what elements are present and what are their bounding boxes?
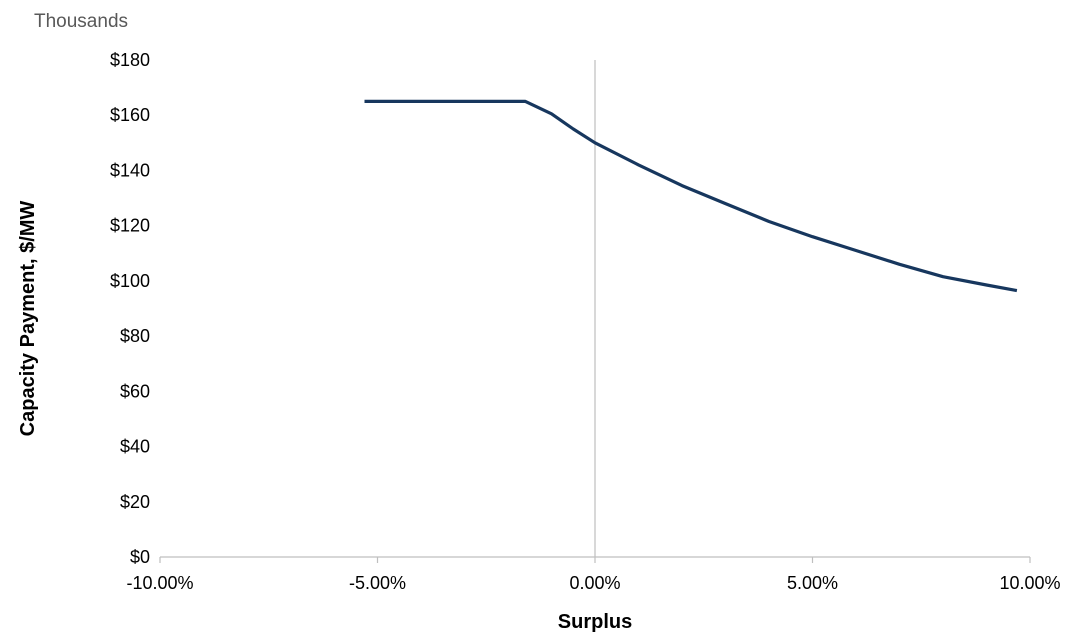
tick-labels: $0 $20 $40 $60 $80 $100 $120 $140 $160 $180 -10.00… [110,50,1061,593]
y-tick-label: $80 [120,326,150,346]
axes [159,60,1031,563]
y-tick-label: $120 [110,216,150,236]
y-tick-label: $140 [110,160,150,180]
y-tick-label: $60 [120,381,150,401]
series-line [364,99,1018,293]
y-axis-title: Capacity Payment, $/MW [17,201,39,437]
x-tick-label: 0.00% [569,573,620,593]
y-tick-label: $40 [120,437,150,457]
x-tick-label: 5.00% [787,573,838,593]
series-layer [364,99,1018,293]
y-tick-label: $100 [110,271,150,291]
y-tick-label: $0 [130,547,150,567]
y-tick-label: $160 [110,105,150,125]
x-axis-title: Surplus [558,611,632,633]
y-tick-label: $180 [110,50,150,70]
y-axis-units-label: Thousands [34,11,129,32]
x-tick-label: -5.00% [349,573,406,593]
x-tick-label: -10.00% [126,573,193,593]
y-tick-label: $20 [120,492,150,512]
x-tick-label: 10.00% [999,573,1060,593]
